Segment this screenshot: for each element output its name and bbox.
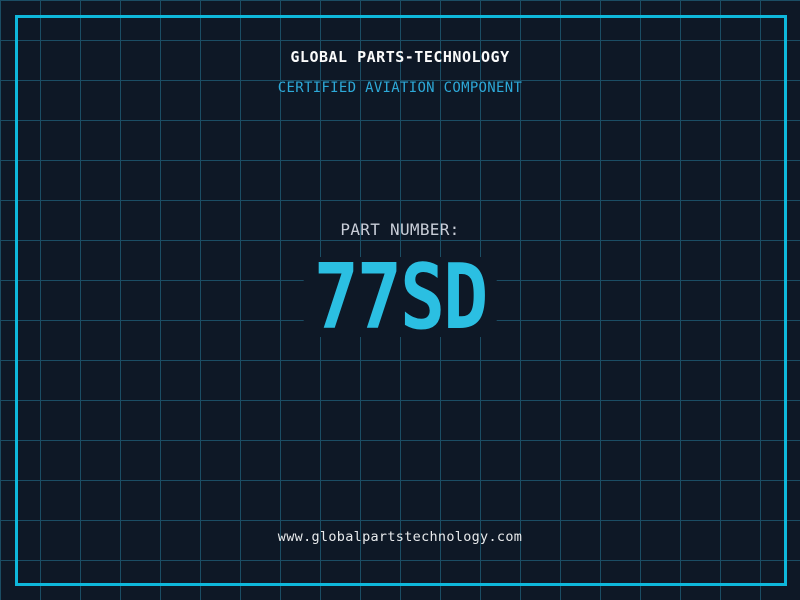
company-title: GLOBAL PARTS-TECHNOLOGY (290, 48, 510, 66)
part-number-label: PART NUMBER: (340, 220, 460, 239)
certification-subtitle: CERTIFIED AVIATION COMPONENT (277, 80, 523, 96)
part-number-value: 77SD (313, 243, 489, 350)
part-number-display: 77SD (303, 251, 497, 341)
border-frame (15, 15, 787, 586)
website-url: www.globalpartstechnology.com (277, 529, 523, 545)
